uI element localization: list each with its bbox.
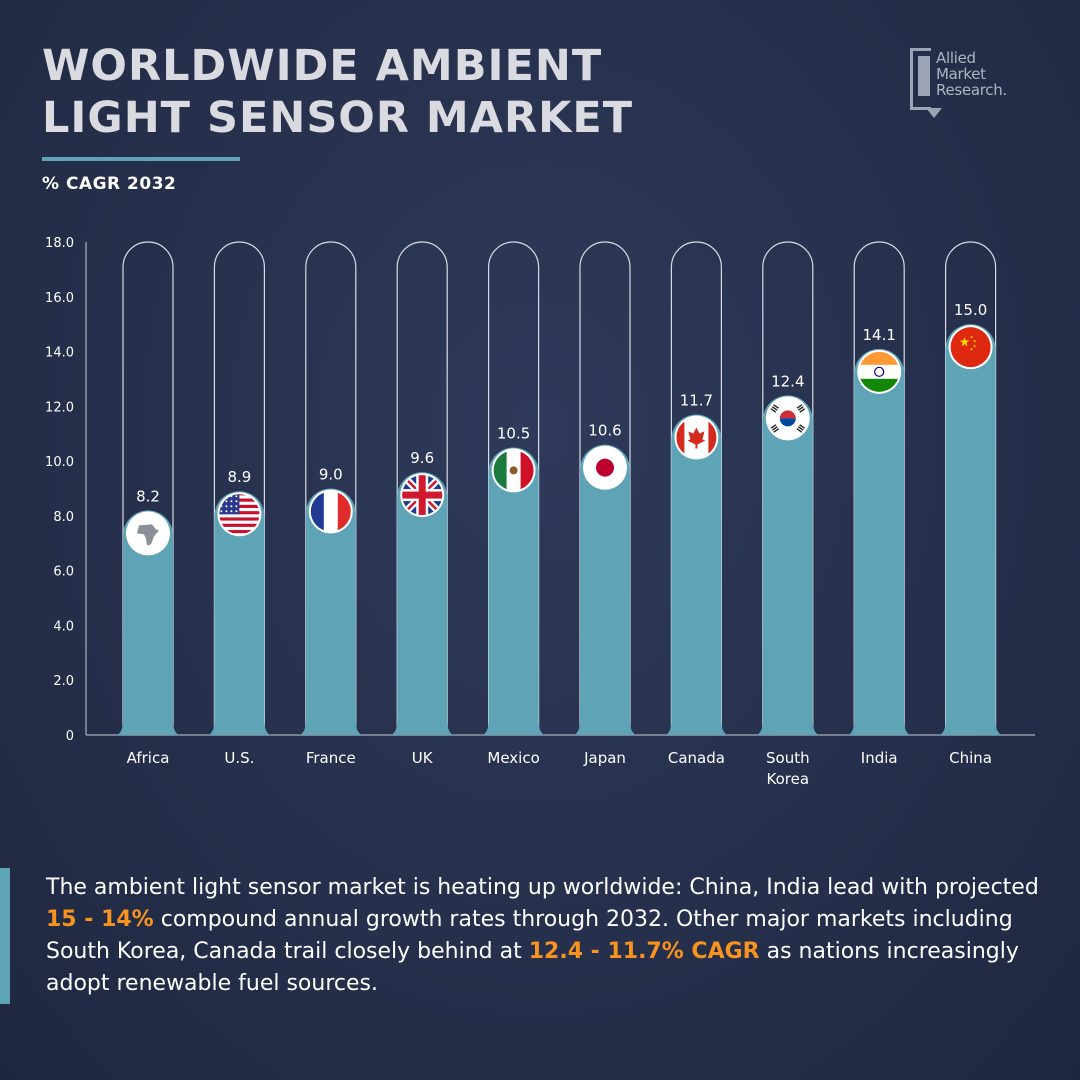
- logo-line-1: Allied: [936, 49, 976, 67]
- bar: [665, 414, 728, 735]
- bar: [208, 491, 271, 735]
- category-label: South: [766, 749, 810, 767]
- category-label: France: [306, 749, 356, 767]
- bar: [574, 444, 636, 735]
- bar-track: [213, 241, 265, 735]
- bar-group: 11.7 Canada: [665, 241, 728, 767]
- value-label: 8.9: [227, 468, 251, 486]
- title-line-2: LIGHT SENSOR MARKET: [42, 93, 634, 143]
- south-korea-flag-icon: [765, 396, 810, 441]
- bar-track: [488, 241, 540, 735]
- bar-group: 14.1 India: [848, 241, 911, 767]
- y-tick-label: 8.0: [53, 510, 74, 525]
- chart-subtitle: % CAGR 2032: [42, 174, 177, 194]
- summary-part-3: as nations increasingly adopt renewable …: [46, 939, 1019, 996]
- bar-group: 9.0 France: [299, 241, 362, 767]
- bar-track: [853, 241, 905, 735]
- y-tick-label: 0: [66, 729, 74, 744]
- category-label: Japan: [583, 749, 626, 767]
- value-label: 10.6: [588, 422, 621, 440]
- category-label: Korea: [767, 770, 810, 788]
- logo-line-2: Market: [936, 65, 986, 83]
- logo-tail-shape: [926, 108, 942, 118]
- y-tick-label: 4.0: [53, 619, 74, 634]
- value-label: 9.6: [410, 449, 434, 467]
- logo-bar-shape: [918, 56, 930, 96]
- cagr-bar-chart: 0 2.0 4.0 6.0 8.0 10.0 12.0 14.0 16.0 18.0 8.2 Afri…: [45, 236, 1035, 788]
- category-label: China: [949, 749, 992, 767]
- category-label: Canada: [668, 749, 725, 767]
- y-tick-label: 2.0: [53, 674, 74, 689]
- bar-group: 8.9 U.S.: [208, 241, 271, 767]
- bar-track: [396, 241, 448, 735]
- bar-group: 10.6 Japan: [574, 241, 636, 767]
- logo-bracket-shape: [910, 48, 931, 110]
- china-flag-icon: [948, 325, 993, 370]
- bar: [299, 488, 362, 735]
- category-label: Mexico: [487, 749, 539, 767]
- value-label: 10.5: [497, 424, 530, 442]
- bar-track: [762, 241, 814, 735]
- y-tick-label: 16.0: [45, 291, 74, 306]
- y-tick-label: 12.0: [45, 400, 74, 415]
- y-tick-label: 6.0: [53, 565, 74, 580]
- africa-map-icon: [126, 511, 170, 556]
- bar-group: 10.5 Mexico: [482, 241, 545, 767]
- summary-highlight-1: 15 - 14%: [46, 907, 154, 932]
- us-flag-icon: [217, 492, 262, 537]
- logo-text: Allied Market Research.: [936, 50, 1007, 98]
- value-label: 8.2: [136, 487, 160, 505]
- bar: [117, 510, 179, 735]
- bar: [939, 324, 1002, 735]
- japan-flag-icon: [583, 445, 627, 490]
- bar-track: [305, 241, 357, 735]
- bar-group: 8.2 Africa: [117, 241, 179, 767]
- bar-track: [945, 241, 997, 735]
- bar-group: 15.0 China: [939, 241, 1002, 767]
- france-flag-icon: [308, 489, 353, 534]
- bar-group: 12.4 South Korea: [756, 241, 819, 788]
- category-label: India: [861, 749, 898, 767]
- y-tick-label: 10.0: [45, 455, 74, 470]
- y-tick-label: 18.0: [45, 236, 74, 251]
- title-line-1: WORLDWIDE AMBIENT: [42, 41, 603, 91]
- value-label: 11.7: [680, 392, 713, 410]
- value-label: 15.0: [954, 301, 987, 319]
- bar: [756, 395, 819, 735]
- india-flag-icon: [857, 349, 902, 394]
- bar-track: [579, 241, 631, 735]
- bar-track: [122, 241, 174, 735]
- summary-part-1: The ambient light sensor market is heati…: [46, 875, 1039, 900]
- y-tick-label: 14.0: [45, 346, 74, 361]
- canada-flag-icon: [674, 415, 719, 460]
- title-underline: [42, 157, 240, 161]
- value-label: 12.4: [771, 372, 804, 390]
- logo-line-3: Research.: [936, 81, 1007, 99]
- summary-highlight-2: 12.4 - 11.7% CAGR: [528, 939, 760, 964]
- bar-track: [670, 241, 722, 735]
- category-label: UK: [412, 749, 434, 767]
- mexico-flag-icon: [491, 448, 536, 493]
- summary-part-2: compound annual growth rates through 203…: [46, 907, 1013, 964]
- summary-text: The ambient light sensor market is heati…: [46, 872, 1046, 1000]
- page-title: WORLDWIDE AMBIENT LIGHT SENSOR MARKET: [42, 40, 682, 144]
- uk-flag-icon: [400, 473, 445, 518]
- category-label: Africa: [127, 749, 170, 767]
- bar: [391, 472, 454, 735]
- summary-accent-bar: [0, 868, 10, 1004]
- bar: [848, 348, 911, 735]
- brand-logo: Allied Market Research.: [910, 48, 1050, 120]
- bar-group: 9.6 UK: [391, 241, 454, 767]
- value-label: 14.1: [862, 326, 895, 344]
- value-label: 9.0: [319, 466, 343, 484]
- bar: [482, 447, 545, 735]
- category-label: U.S.: [224, 749, 254, 767]
